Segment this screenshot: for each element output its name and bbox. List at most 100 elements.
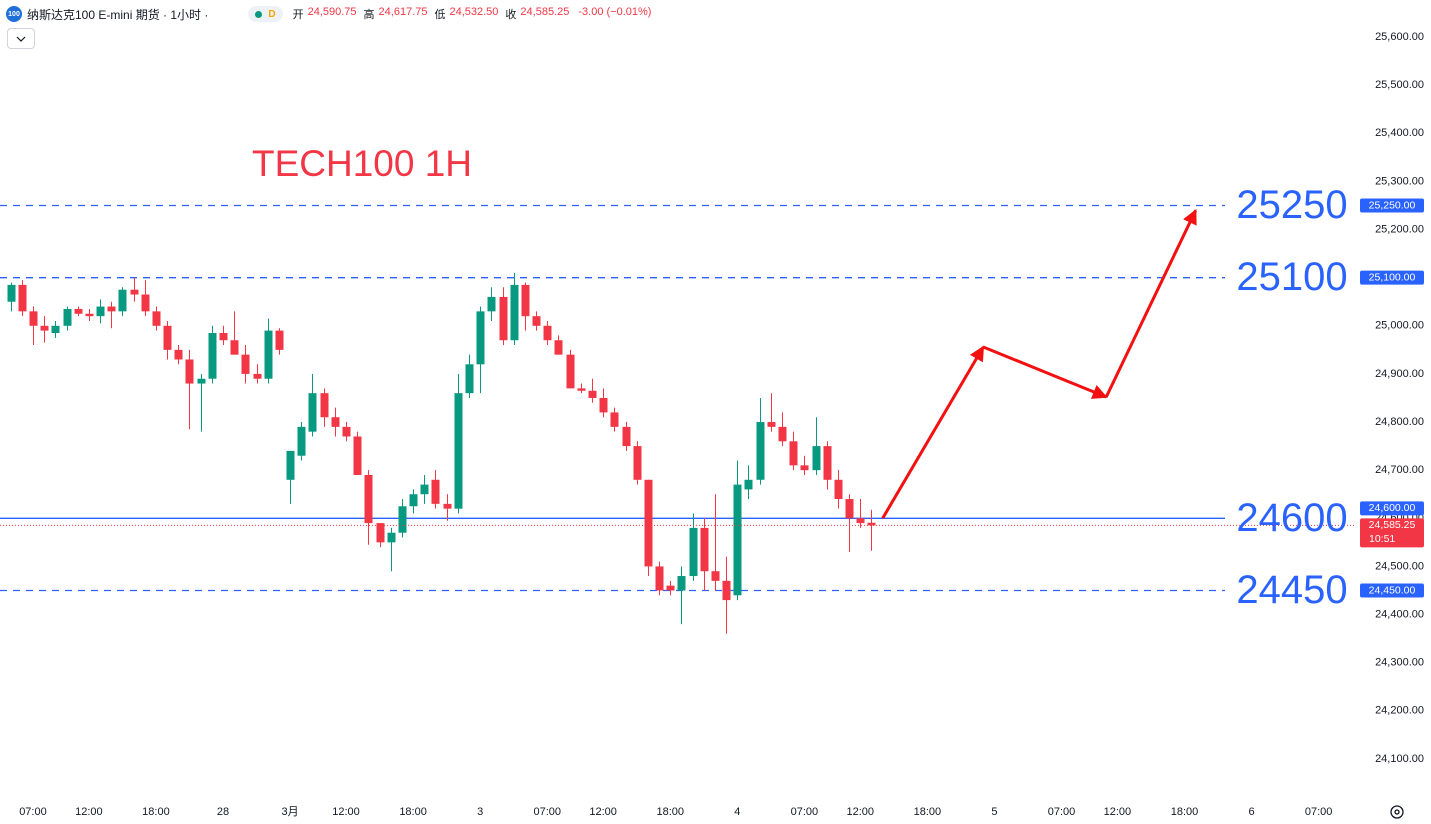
candle-body: [778, 426, 787, 442]
projection-arrow: [1104, 208, 1198, 398]
candle-body: [219, 333, 228, 341]
candle-body: [96, 306, 105, 317]
candle-body: [577, 388, 586, 391]
candle-body: [856, 518, 865, 524]
x-tick-label: 6: [1249, 806, 1255, 818]
candle-body: [141, 294, 150, 312]
level-badge-text: 25,100.00: [1369, 271, 1416, 283]
x-tick-label: 12:00: [589, 806, 617, 818]
candle-body: [297, 426, 306, 456]
candle-body: [521, 284, 530, 317]
candle-body: [834, 479, 843, 500]
collapse-button[interactable]: [7, 28, 35, 49]
candle-body: [867, 522, 876, 526]
projection-arrow: [881, 345, 985, 520]
candle-body: [353, 436, 362, 475]
ohlc-label: 低: [434, 9, 446, 21]
candle-body: [40, 325, 49, 331]
countdown-text: 10:51: [1369, 533, 1395, 545]
candle-body: [644, 479, 653, 567]
candle-body: [107, 306, 116, 312]
x-tick-label: 18:00: [399, 806, 427, 818]
ohlc-value: 24,590.75: [307, 6, 357, 18]
x-tick-label: 18:00: [656, 806, 684, 818]
candle-body: [476, 311, 485, 365]
candle-body: [487, 296, 496, 312]
candle-body: [767, 422, 776, 427]
candle-body: [320, 393, 329, 418]
annotation: TECH100 1H: [252, 143, 472, 184]
ohlc-label: 开: [292, 9, 304, 21]
candle-body: [633, 446, 642, 480]
level-badge-text: 24,600.00: [1369, 502, 1416, 514]
candle-body: [431, 479, 440, 504]
settings-icon[interactable]: [1390, 805, 1404, 819]
x-tick-label: 12:00: [75, 806, 103, 818]
candle-body: [610, 412, 619, 427]
candle-body: [845, 499, 854, 519]
projection-arrow: [982, 345, 1108, 399]
symbol-title[interactable]: 纳斯达克100 E-mini 期货 · 1小时 ·: [27, 7, 209, 22]
x-tick-label: 07:00: [1305, 806, 1333, 818]
candle-body: [454, 393, 463, 509]
y-tick-label: 25,600.00: [1375, 31, 1424, 43]
candle-body: [800, 465, 809, 471]
candle-body: [655, 566, 664, 591]
chevron: [16, 36, 26, 42]
candle-body: [342, 426, 351, 437]
candle-body: [465, 364, 474, 394]
candle-body: [789, 441, 798, 466]
x-tick-label: 07:00: [791, 806, 819, 818]
candle-body: [7, 284, 16, 302]
plot: [0, 204, 1355, 634]
candle-body: [197, 378, 206, 384]
level-label: 24600: [1236, 496, 1347, 540]
price-axis: [1355, 0, 1431, 824]
x-tick-label: 07:00: [19, 806, 47, 818]
candle-body: [253, 373, 262, 379]
candle-body: [711, 571, 720, 581]
ohlc-value: 24,617.75: [378, 6, 428, 18]
x-tick-label: 3月: [282, 806, 299, 818]
y-tick-label: 25,200.00: [1375, 223, 1424, 235]
candle-body: [420, 484, 429, 495]
candle-body: [588, 390, 597, 398]
candle-body: [152, 311, 161, 326]
candle-body: [118, 289, 127, 312]
badge-text: D: [268, 8, 276, 20]
x-tick-label: 12:00: [332, 806, 360, 818]
candle-body: [331, 417, 340, 427]
ohlc-value: 24,532.50: [449, 6, 499, 18]
x-tick-label: 18:00: [142, 806, 170, 818]
candle-body: [85, 313, 94, 317]
candle-body: [543, 325, 552, 341]
candle-body: [398, 506, 407, 533]
candle-body: [364, 474, 373, 524]
candle-body: [130, 289, 139, 295]
change: -3.00 (−0.01%): [578, 6, 652, 18]
symbol-icon: 100: [6, 6, 22, 22]
ohlc-value: 24,585.25: [520, 6, 570, 18]
candle-body: [554, 340, 563, 355]
x-tick-label: 12:00: [1104, 806, 1132, 818]
level-badge-text: 24,450.00: [1369, 584, 1416, 596]
candle-body: [622, 426, 631, 447]
x-tick-label: 28: [217, 806, 229, 818]
candle-body: [532, 316, 541, 326]
candle-body: [722, 580, 731, 601]
level-badge: [1360, 501, 1424, 516]
candle-body: [308, 393, 317, 432]
candle-body: [174, 349, 183, 360]
candle-body: [599, 397, 608, 413]
candle-body: [163, 325, 172, 350]
last-price-badge: [1360, 518, 1424, 548]
y-tick-label: 24,200.00: [1375, 705, 1424, 717]
y-tick-label: 24,800.00: [1375, 416, 1424, 428]
candle-body: [63, 308, 72, 326]
y-tick-label: 25,400.00: [1375, 127, 1424, 139]
y-tick-label: 24,300.00: [1375, 657, 1424, 669]
y-tick-label: 24,500.00: [1375, 560, 1424, 572]
candle-body: [823, 446, 832, 480]
level-badge-text: 25,250.00: [1369, 199, 1416, 211]
